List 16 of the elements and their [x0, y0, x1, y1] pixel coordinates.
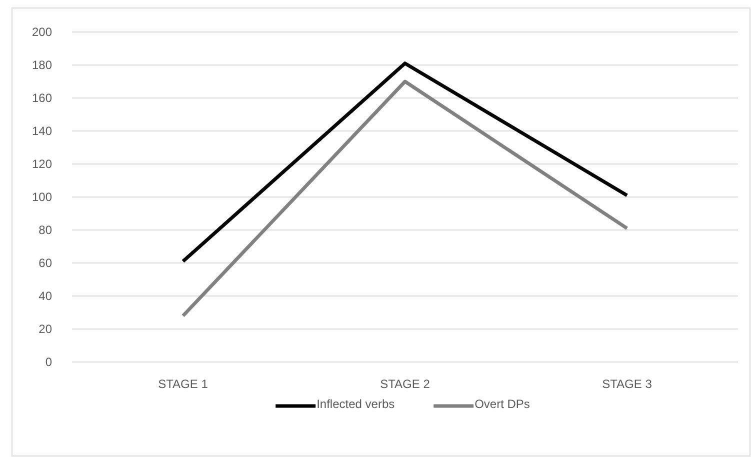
y-tick-label: 200 — [32, 25, 52, 40]
y-tick-label: 160 — [32, 91, 52, 106]
y-tick-label: 120 — [32, 157, 52, 172]
x-tick-label: STAGE 3 — [602, 377, 652, 391]
y-tick-label: 80 — [38, 223, 52, 238]
y-tick-label: 140 — [32, 124, 52, 138]
y-tick-label: 0 — [45, 355, 52, 370]
y-tick-label: 60 — [38, 256, 52, 270]
x-tick-label: STAGE 2 — [380, 377, 430, 391]
legend-label: Overt DPs — [474, 397, 530, 412]
x-tick-label: STAGE 1 — [158, 377, 208, 391]
y-tick-label: 180 — [32, 58, 52, 72]
y-tick-label: 40 — [38, 289, 52, 304]
legend-label: Inflected verbs — [316, 397, 395, 412]
y-tick-label: 20 — [38, 322, 52, 336]
y-tick-label: 100 — [32, 190, 52, 204]
